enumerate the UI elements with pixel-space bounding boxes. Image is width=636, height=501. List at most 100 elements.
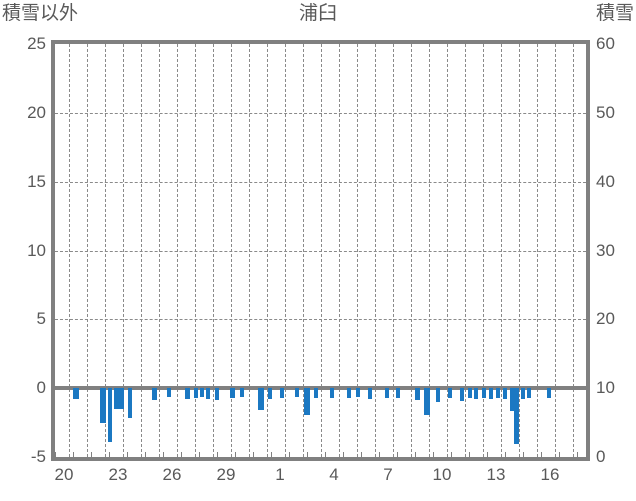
x-axis-tickmark bbox=[487, 452, 488, 457]
bar bbox=[314, 388, 318, 399]
y-axis-left-tick-label: 15 bbox=[27, 171, 46, 191]
bar bbox=[128, 388, 132, 419]
horizontal-gridline bbox=[55, 250, 586, 252]
bar bbox=[489, 388, 493, 400]
bar bbox=[496, 388, 500, 399]
bar bbox=[185, 388, 190, 400]
x-axis-tickmark bbox=[199, 452, 200, 457]
x-axis-tickmark bbox=[469, 452, 470, 457]
horizontal-gridline bbox=[55, 319, 586, 321]
x-axis-tickmark bbox=[433, 452, 434, 457]
x-axis-tick-label: 13 bbox=[486, 465, 506, 484]
x-axis-tickmark bbox=[235, 452, 236, 457]
y-axis-left-tick-label: 25 bbox=[27, 34, 46, 53]
x-axis-tickmark bbox=[181, 452, 182, 457]
bar bbox=[415, 388, 420, 401]
bar bbox=[240, 388, 244, 398]
bar bbox=[73, 388, 79, 400]
x-axis-tick-label: 7 bbox=[383, 465, 393, 484]
bar bbox=[100, 388, 106, 424]
x-axis-tickmark bbox=[253, 452, 254, 457]
right-axis-title: 積雪 bbox=[595, 3, 634, 24]
bar bbox=[385, 388, 389, 399]
y-axis-left-tick-label: 10 bbox=[27, 240, 46, 260]
bar bbox=[194, 388, 198, 399]
zero-baseline bbox=[55, 386, 586, 391]
bar bbox=[108, 388, 112, 443]
bar bbox=[503, 388, 507, 400]
y-axis-left-tick-label: 5 bbox=[36, 309, 46, 329]
x-axis-tickmark bbox=[145, 452, 146, 457]
bar bbox=[514, 388, 519, 445]
left-axis-title: 積雪以外 bbox=[2, 3, 79, 24]
y-axis-left-tick-label: 20 bbox=[27, 102, 46, 122]
y-axis-right-tick-label: 0 bbox=[596, 447, 606, 466]
y-axis-left-tick-label: 0 bbox=[36, 378, 46, 398]
bar bbox=[527, 388, 531, 399]
x-axis-tickmark bbox=[559, 452, 560, 457]
bar bbox=[547, 388, 551, 399]
horizontal-gridline bbox=[55, 112, 586, 114]
x-axis-tick-label: 20 bbox=[54, 465, 74, 484]
bar bbox=[206, 388, 210, 400]
horizontal-gridline bbox=[55, 181, 586, 183]
x-axis-tickmark bbox=[271, 452, 272, 457]
bar bbox=[304, 388, 310, 416]
x-axis-tickmark bbox=[217, 452, 218, 457]
x-axis-tickmark bbox=[109, 452, 110, 457]
plot-area bbox=[51, 40, 590, 461]
x-axis-tick-label: 23 bbox=[108, 465, 128, 484]
x-axis-tickmark bbox=[379, 452, 380, 457]
x-axis-tickmark bbox=[307, 452, 308, 457]
x-axis-tickmark bbox=[523, 452, 524, 457]
x-axis-tick-label: 16 bbox=[540, 465, 560, 484]
x-axis-tickmark bbox=[361, 452, 362, 457]
x-axis-tick-label: 4 bbox=[329, 465, 339, 484]
y-axis-right-tick-label: 30 bbox=[596, 240, 615, 260]
y-axis-right-tick-label: 20 bbox=[596, 309, 615, 329]
x-axis-tickmark bbox=[397, 452, 398, 457]
x-axis-tickmark bbox=[73, 452, 74, 457]
plot-inner bbox=[55, 44, 586, 457]
y-axis-right-tick-label: 10 bbox=[596, 378, 615, 398]
bar bbox=[448, 388, 452, 399]
x-axis-tickmark bbox=[541, 452, 542, 457]
page-title: 浦臼 bbox=[298, 3, 337, 24]
x-axis-tickmark bbox=[127, 452, 128, 457]
x-axis-tickmark bbox=[343, 452, 344, 457]
bar bbox=[368, 388, 372, 400]
bar bbox=[347, 388, 351, 399]
x-axis-tick-label: 29 bbox=[216, 465, 236, 484]
bar bbox=[295, 388, 299, 398]
y-axis-right-tick-label: 60 bbox=[596, 34, 615, 53]
bar bbox=[482, 388, 486, 399]
bar bbox=[258, 388, 264, 411]
bar bbox=[268, 388, 272, 400]
y-axis-right-tick-label: 40 bbox=[596, 171, 615, 191]
bar bbox=[330, 388, 334, 399]
bar bbox=[474, 388, 478, 400]
x-axis-tickmark bbox=[415, 452, 416, 457]
x-axis-tick-label: 10 bbox=[432, 465, 452, 484]
bar bbox=[468, 388, 472, 399]
x-axis-tickmark bbox=[163, 452, 164, 457]
bar bbox=[200, 388, 204, 398]
bar bbox=[230, 388, 235, 399]
bar bbox=[152, 388, 157, 401]
bar bbox=[424, 388, 430, 416]
x-axis-tickmark bbox=[505, 452, 506, 457]
bar bbox=[436, 388, 440, 403]
y-axis-left-tick-label: -5 bbox=[30, 447, 46, 466]
bar bbox=[167, 388, 171, 398]
bar bbox=[215, 388, 219, 401]
x-axis-tickmark bbox=[91, 452, 92, 457]
bar bbox=[114, 388, 124, 410]
x-axis-tickmark bbox=[325, 452, 326, 457]
bar bbox=[356, 388, 360, 398]
x-axis-tickmark bbox=[289, 452, 290, 457]
bar bbox=[396, 388, 400, 399]
x-axis-tickmark bbox=[451, 452, 452, 457]
bar bbox=[460, 388, 464, 402]
x-axis-tick-label: 26 bbox=[162, 465, 182, 484]
